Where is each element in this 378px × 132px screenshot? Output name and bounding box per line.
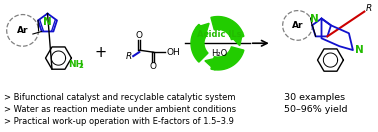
Polygon shape — [196, 23, 209, 39]
Text: > Water as reaction mediate under ambient conditions: > Water as reaction mediate under ambien… — [4, 105, 236, 114]
Polygon shape — [211, 16, 244, 40]
Text: +: + — [94, 45, 106, 60]
Text: O: O — [136, 31, 143, 40]
Text: > Practical work-up operation with E-factors of 1.5–3.9: > Practical work-up operation with E-fac… — [4, 117, 234, 126]
Text: N: N — [355, 45, 364, 55]
Text: 50–96% yield: 50–96% yield — [284, 105, 347, 114]
Text: NH: NH — [68, 60, 83, 69]
Text: OH: OH — [166, 48, 180, 57]
Text: > Bifunctional catalyst and recyclable catalytic system: > Bifunctional catalyst and recyclable c… — [4, 93, 235, 102]
Text: H₂O: H₂O — [211, 49, 227, 58]
Text: O: O — [150, 62, 156, 72]
Text: 30 examples: 30 examples — [284, 93, 345, 102]
Polygon shape — [205, 57, 221, 70]
Text: Ar: Ar — [292, 21, 304, 30]
Text: N: N — [43, 16, 52, 27]
Polygon shape — [228, 32, 243, 46]
Text: R: R — [126, 52, 132, 61]
Polygon shape — [191, 24, 208, 62]
Text: R: R — [366, 4, 372, 13]
Text: 2: 2 — [79, 63, 84, 69]
Text: N: N — [310, 15, 319, 25]
Text: Ar: Ar — [17, 26, 28, 35]
Text: Acidic ILs: Acidic ILs — [197, 30, 241, 39]
Polygon shape — [211, 47, 244, 70]
